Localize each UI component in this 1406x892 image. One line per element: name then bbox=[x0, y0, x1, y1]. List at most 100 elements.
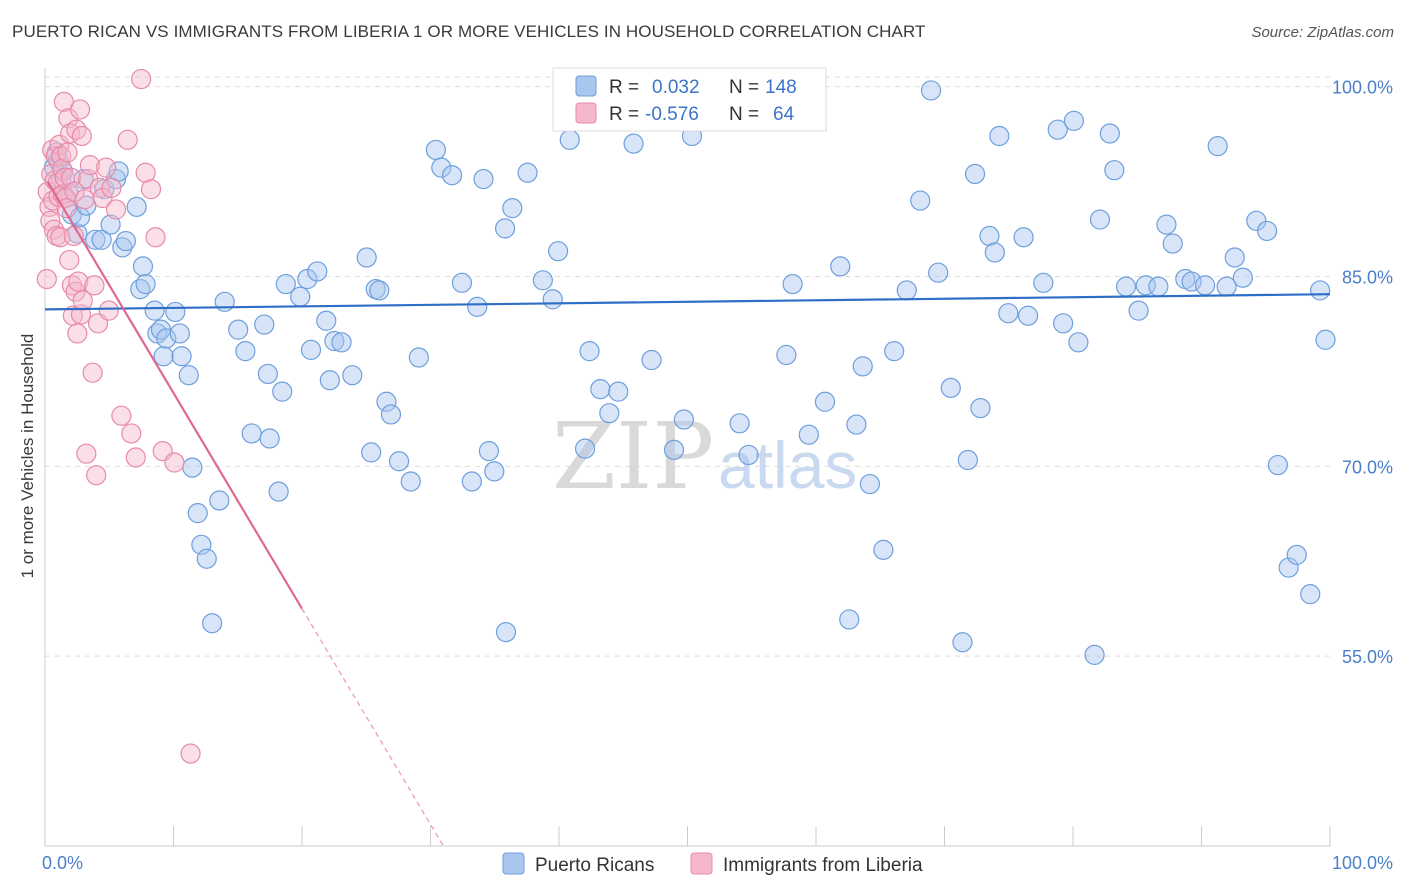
data-point bbox=[1224, 247, 1245, 268]
data-point bbox=[641, 349, 662, 371]
data-point bbox=[91, 229, 112, 250]
data-point bbox=[290, 286, 311, 307]
data-point bbox=[1013, 227, 1034, 248]
data-point bbox=[84, 275, 105, 296]
data-point bbox=[182, 457, 203, 478]
legend-box bbox=[552, 67, 827, 132]
axes bbox=[44, 68, 1331, 847]
data-point bbox=[1099, 123, 1120, 144]
data-point bbox=[1148, 276, 1169, 297]
series-puerto-ricans bbox=[43, 80, 1336, 665]
data-point bbox=[532, 270, 553, 291]
trend-line-puerto-ricans bbox=[44, 293, 1331, 311]
data-point bbox=[461, 471, 482, 492]
legend-n-label-2: N = bbox=[729, 104, 759, 125]
data-point bbox=[998, 303, 1019, 324]
data-point bbox=[473, 168, 494, 190]
legend-r-label-2: R = bbox=[609, 104, 639, 125]
data-point bbox=[268, 481, 289, 502]
data-point bbox=[275, 273, 296, 295]
data-point bbox=[502, 198, 523, 219]
data-point bbox=[69, 99, 91, 120]
data-point bbox=[782, 273, 803, 295]
data-point bbox=[928, 262, 949, 283]
data-point bbox=[1162, 233, 1183, 254]
data-point bbox=[548, 241, 569, 262]
data-point bbox=[441, 165, 463, 186]
data-point bbox=[970, 398, 991, 419]
data-point bbox=[117, 129, 138, 150]
data-point bbox=[590, 379, 611, 400]
series-legend: Puerto Ricans Immigrants from Liberia bbox=[502, 852, 923, 876]
data-point bbox=[896, 280, 917, 301]
data-point bbox=[1104, 160, 1125, 181]
data-point bbox=[96, 157, 117, 178]
correlation-legend: R = 0.032 N = 148 R = -0.576 N = 64 bbox=[552, 67, 827, 132]
legend-r-value-1: 0.032 bbox=[652, 77, 700, 98]
bottom-legend-label-puerto-ricans: Puerto Ricans bbox=[535, 855, 654, 876]
data-point bbox=[920, 80, 942, 101]
data-point bbox=[71, 125, 92, 147]
data-point bbox=[300, 339, 322, 360]
data-point bbox=[135, 162, 156, 183]
data-point bbox=[559, 129, 580, 150]
y-tick-label: 70.0% bbox=[1342, 457, 1393, 477]
data-point bbox=[738, 444, 759, 466]
data-point bbox=[376, 391, 397, 412]
trend-line-liberia-extrapolated bbox=[301, 608, 444, 847]
data-point bbox=[235, 341, 256, 362]
data-point bbox=[910, 190, 931, 211]
legend-r-label-1: R = bbox=[609, 77, 639, 98]
data-point bbox=[272, 381, 293, 402]
data-point bbox=[1207, 136, 1228, 157]
data-point bbox=[259, 428, 280, 449]
data-point bbox=[135, 273, 156, 295]
data-point bbox=[241, 423, 262, 444]
data-point bbox=[623, 133, 644, 154]
data-point bbox=[165, 301, 186, 323]
data-point bbox=[85, 229, 106, 250]
data-point bbox=[1232, 267, 1253, 288]
data-point bbox=[839, 609, 860, 630]
legend-n-value-1: 148 bbox=[765, 77, 797, 98]
data-point bbox=[145, 227, 166, 248]
data-point bbox=[59, 249, 80, 271]
data-point bbox=[76, 443, 97, 464]
data-point bbox=[164, 452, 185, 473]
data-point bbox=[408, 347, 429, 368]
data-point bbox=[369, 280, 390, 301]
x-tick-label-min: 0.0% bbox=[42, 853, 83, 873]
bottom-legend-swatch-blue bbox=[502, 852, 525, 875]
data-point bbox=[82, 362, 103, 383]
watermark-atlas: atlas bbox=[718, 428, 857, 502]
data-point bbox=[1053, 313, 1074, 334]
chart-title: PUERTO RICAN VS IMMIGRANTS FROM LIBERIA … bbox=[12, 22, 926, 41]
data-point bbox=[940, 377, 961, 398]
data-point bbox=[1300, 584, 1321, 605]
data-point bbox=[579, 341, 600, 362]
data-point bbox=[467, 296, 488, 317]
data-point bbox=[484, 461, 505, 482]
source-credit: Source: ZipAtlas.com bbox=[1251, 24, 1394, 41]
data-point bbox=[331, 332, 352, 353]
data-point bbox=[1181, 271, 1202, 292]
data-point bbox=[599, 403, 620, 424]
data-point bbox=[1267, 454, 1288, 476]
data-point bbox=[1115, 276, 1137, 297]
data-point bbox=[1246, 210, 1267, 231]
data-point bbox=[388, 451, 410, 472]
y-tick-label: 85.0% bbox=[1342, 267, 1393, 287]
trend-lines bbox=[44, 181, 1331, 847]
data-point bbox=[425, 139, 446, 161]
data-point bbox=[1128, 300, 1149, 321]
data-point bbox=[1017, 305, 1039, 326]
y-tick-label: 100.0% bbox=[1332, 78, 1393, 98]
data-point bbox=[1194, 275, 1216, 296]
data-point bbox=[125, 447, 146, 468]
data-point bbox=[79, 155, 101, 176]
data-point bbox=[67, 323, 88, 344]
data-point bbox=[36, 268, 57, 290]
data-point bbox=[517, 162, 538, 183]
data-point bbox=[798, 424, 819, 445]
